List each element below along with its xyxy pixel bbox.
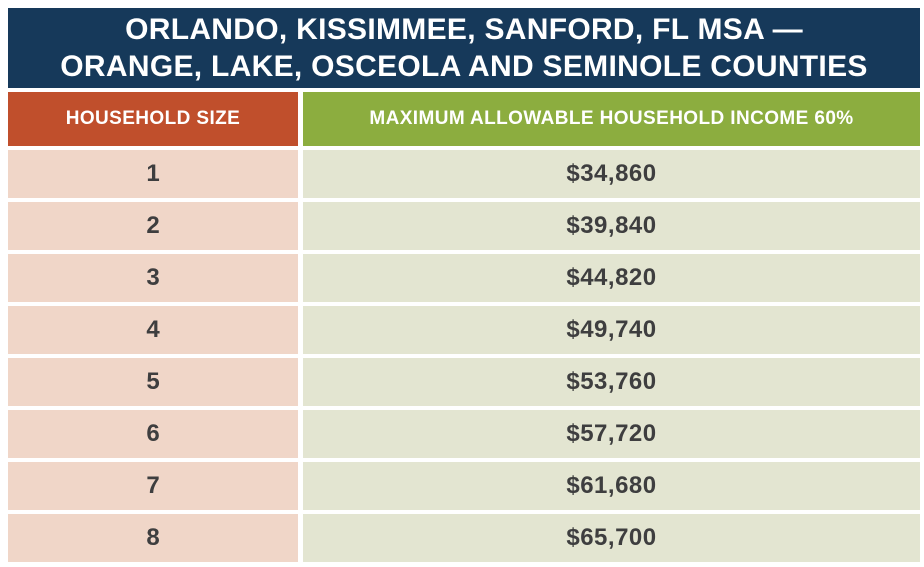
max-income-cell: $61,680 xyxy=(303,462,920,510)
household-size-cell: 3 xyxy=(8,254,298,302)
household-size-cell: 1 xyxy=(8,150,298,198)
title-line-1: ORLANDO, KISSIMMEE, SANFORD, FL MSA — xyxy=(125,12,803,46)
title-line-2: ORANGE, LAKE, OSCEOLA AND SEMINOLE COUNT… xyxy=(60,50,868,83)
column-header-max-income: MAXIMUM ALLOWABLE HOUSEHOLD INCOME 60% xyxy=(303,92,920,146)
household-size-cell: 6 xyxy=(8,410,298,458)
income-table: HOUSEHOLD SIZE MAXIMUM ALLOWABLE HOUSEHO… xyxy=(8,92,920,562)
max-income-cell: $57,720 xyxy=(303,410,920,458)
max-income-cell: $39,840 xyxy=(303,202,920,250)
title-banner: ORLANDO, KISSIMMEE, SANFORD, FL MSA — OR… xyxy=(8,8,920,88)
household-size-cell: 5 xyxy=(8,358,298,406)
column-header-household-size: HOUSEHOLD SIZE xyxy=(8,92,298,146)
household-size-cell: 7 xyxy=(8,462,298,510)
max-income-cell: $44,820 xyxy=(303,254,920,302)
max-income-cell: $49,740 xyxy=(303,306,920,354)
max-income-cell: $34,860 xyxy=(303,150,920,198)
household-size-cell: 4 xyxy=(8,306,298,354)
household-size-cell: 8 xyxy=(8,514,298,562)
household-size-cell: 2 xyxy=(8,202,298,250)
max-income-cell: $65,700 xyxy=(303,514,920,562)
max-income-cell: $53,760 xyxy=(303,358,920,406)
